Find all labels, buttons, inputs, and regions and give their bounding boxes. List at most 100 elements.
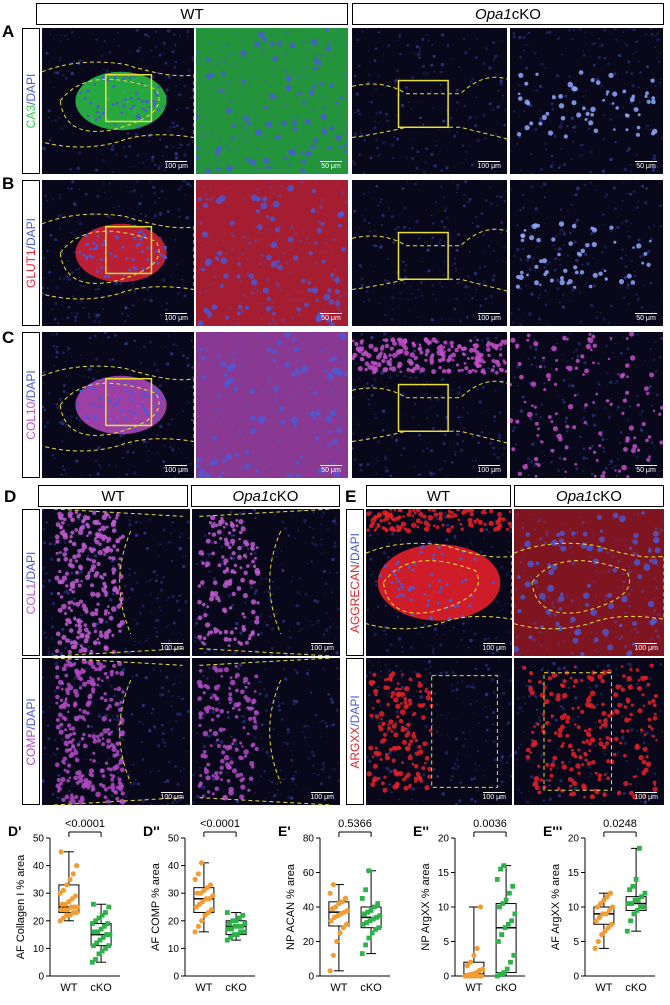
data-point [479,973,484,978]
data-point [363,943,368,948]
y-tick-label: 60 [303,868,315,879]
data-point [468,960,473,965]
panel-label-e: E [345,487,356,507]
p-value-label: 0.0248 [603,818,637,830]
micrograph-c-wt-overview: 100 μm [42,332,194,478]
micrograph-a-wt-zoom: 50 μm [196,28,348,174]
micrograph-a-wt-overview: 100 μm [42,28,194,174]
data-point [334,939,339,944]
data-point [507,891,512,896]
data-point [343,896,348,901]
header-wt: WT [36,3,348,25]
scale-bar: 50 μm [320,313,342,322]
y-tick-label: 15 [568,868,580,879]
data-point [74,910,79,915]
scale-bar: 100 μm [165,313,189,322]
data-point [510,884,515,889]
y-tick-label: 5 [573,937,579,948]
data-point [634,877,639,882]
data-point [596,939,601,944]
y-tick-label: 50 [33,834,45,845]
x-tick-label: WT [195,982,212,994]
data-point [328,891,333,896]
data-point [504,898,509,903]
data-point [496,939,501,944]
x-tick-label: cKO [225,982,247,994]
y-tick-label: 10 [168,944,180,955]
p-value-label: 0.0036 [473,818,507,830]
micrograph-d-comp-wt: 100 μm [42,658,190,805]
data-point [505,967,510,972]
scale-bar: 100 μm [311,643,335,652]
scale-bar: 100 μm [311,792,335,801]
y-tick-label: 5 [443,937,449,948]
data-point [345,908,350,913]
micrograph-b-ko-overview: 100 μm [352,180,507,326]
scale-bar: 100 μm [161,643,185,652]
micrograph-b-wt-overview: 100 μm [42,180,194,326]
micrograph-e-argxx-wt: 100 μm [366,658,512,805]
panel-label-b: B [2,174,14,194]
micrograph-a-ko-overview: 100 μm [352,28,507,174]
stain-label-e-aggrecan: AGGRECAN/DAPI [346,509,364,656]
scale-bar: 100 μm [483,643,507,652]
data-point [106,905,111,910]
x-tick-label: WT [465,982,482,994]
data-point [511,953,516,958]
y-axis-label: AF COMP % area [150,862,162,951]
data-point [475,946,480,951]
scale-bar: 100 μm [161,792,185,801]
stain-label-c: COL10/DAPI [22,332,40,478]
data-point [609,922,614,927]
data-point [513,912,518,917]
x-tick-label: WT [60,982,77,994]
data-point [610,904,615,909]
data-point [59,849,64,854]
x-tick-label: WT [330,982,347,994]
data-point [93,957,98,962]
micrograph-c-wt-zoom: 50 μm [196,332,348,478]
chart-panel-label: E''' [543,823,562,839]
data-point [108,932,113,937]
scale-bar: 50 μm [635,161,657,170]
data-point [508,960,513,965]
data-point [471,953,476,958]
chart-panel-label: D'' [143,823,160,839]
panel-label-c: C [2,328,14,348]
data-point [376,925,381,930]
y-tick-label: 50 [168,834,180,845]
data-point [378,913,383,918]
y-tick-label: 0 [443,972,449,983]
micrograph-c-ko-zoom: 50 μm [510,332,663,478]
y-tick-label: 15 [438,868,450,879]
data-point [106,943,111,948]
data-point [593,946,598,951]
data-point [625,929,630,934]
y-tick-label: 0 [173,972,179,983]
stain-label-d-comp: COMP/DAPI [22,658,40,805]
stain-label-e-argxx: ARGXX/DAPI [346,658,364,805]
p-value-label: 0.5366 [338,818,372,830]
stain-label-a: CA3/DAPI [22,28,40,174]
micrograph-c-ko-overview: 100 μm [352,332,507,478]
y-axis-label: AF Collagen I % area [15,854,27,959]
data-point [196,871,201,876]
data-point [509,918,514,923]
y-axis-label: NP ACAN % area [285,863,297,950]
header-e-wt: WT [366,485,511,507]
data-point [91,902,96,907]
header-d-opa1cko: Opa1cKO [191,485,340,507]
y-tick-label: 20 [568,834,580,845]
data-point [193,877,198,882]
data-point [331,953,336,958]
x-tick-label: WT [595,982,612,994]
scale-bar: 50 μm [320,465,342,474]
y-tick-label: 10 [568,903,580,914]
stain-label-b: GLUT1/DAPI [22,180,40,326]
header-d-wt: WT [38,485,188,507]
y-axis-label: AF ArgXX % area [550,863,562,950]
data-point [480,967,485,972]
